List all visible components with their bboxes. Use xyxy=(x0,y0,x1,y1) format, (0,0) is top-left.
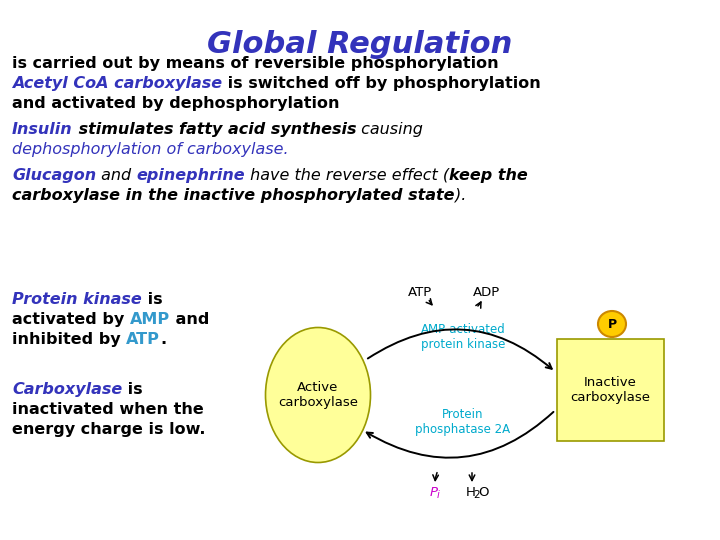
Text: activated by: activated by xyxy=(12,312,130,327)
Text: is switched off by phosphorylation: is switched off by phosphorylation xyxy=(222,76,541,91)
Text: Glucagon: Glucagon xyxy=(12,168,96,183)
Text: ATP: ATP xyxy=(408,287,432,300)
Text: dephosphorylation of carboxylase.: dephosphorylation of carboxylase. xyxy=(12,142,289,157)
Text: is: is xyxy=(142,292,163,307)
Ellipse shape xyxy=(598,311,626,337)
Text: Active
carboxylase: Active carboxylase xyxy=(278,381,358,409)
Text: AMP-activated
protein kinase: AMP-activated protein kinase xyxy=(420,323,505,351)
Text: O: O xyxy=(478,485,488,498)
Text: carboxylase in the inactive phosphorylated state: carboxylase in the inactive phosphorylat… xyxy=(12,188,454,203)
Text: Global Regulation: Global Regulation xyxy=(207,30,513,59)
Text: Inactive
carboxylase: Inactive carboxylase xyxy=(570,376,650,404)
Text: and: and xyxy=(170,312,210,327)
Text: is carried out by means of reversible phosphorylation: is carried out by means of reversible ph… xyxy=(12,56,499,71)
Text: ).: ). xyxy=(454,188,466,203)
Text: P: P xyxy=(608,318,616,330)
Text: ATP: ATP xyxy=(126,332,160,347)
Text: is: is xyxy=(122,382,143,397)
Text: and: and xyxy=(96,168,136,183)
Text: have the reverse effect (: have the reverse effect ( xyxy=(245,168,449,183)
Text: Carboxylase: Carboxylase xyxy=(12,382,122,397)
Ellipse shape xyxy=(266,327,371,462)
Text: Protein
phosphatase 2A: Protein phosphatase 2A xyxy=(415,408,510,436)
Text: .: . xyxy=(160,332,166,347)
Text: epinephrine: epinephrine xyxy=(136,168,245,183)
Text: ADP: ADP xyxy=(473,287,500,300)
Text: H: H xyxy=(466,485,476,498)
Text: AMP: AMP xyxy=(130,312,170,327)
Text: energy charge is low.: energy charge is low. xyxy=(12,422,205,437)
Text: inactivated when the: inactivated when the xyxy=(12,402,204,417)
Text: Protein kinase: Protein kinase xyxy=(12,292,142,307)
Text: causing: causing xyxy=(356,122,423,137)
Text: and activated by dephosphorylation: and activated by dephosphorylation xyxy=(12,96,340,111)
FancyBboxPatch shape xyxy=(557,339,664,441)
Text: fatty acid synthesis: fatty acid synthesis xyxy=(179,122,356,137)
Text: P: P xyxy=(430,485,438,498)
Text: stimulates: stimulates xyxy=(73,122,179,137)
Text: keep the: keep the xyxy=(449,168,528,183)
Text: inhibited by: inhibited by xyxy=(12,332,126,347)
Text: 2: 2 xyxy=(473,490,480,500)
Text: i: i xyxy=(437,490,440,500)
Text: Acetyl CoA carboxylase: Acetyl CoA carboxylase xyxy=(12,76,222,91)
Text: Insulin: Insulin xyxy=(12,122,73,137)
